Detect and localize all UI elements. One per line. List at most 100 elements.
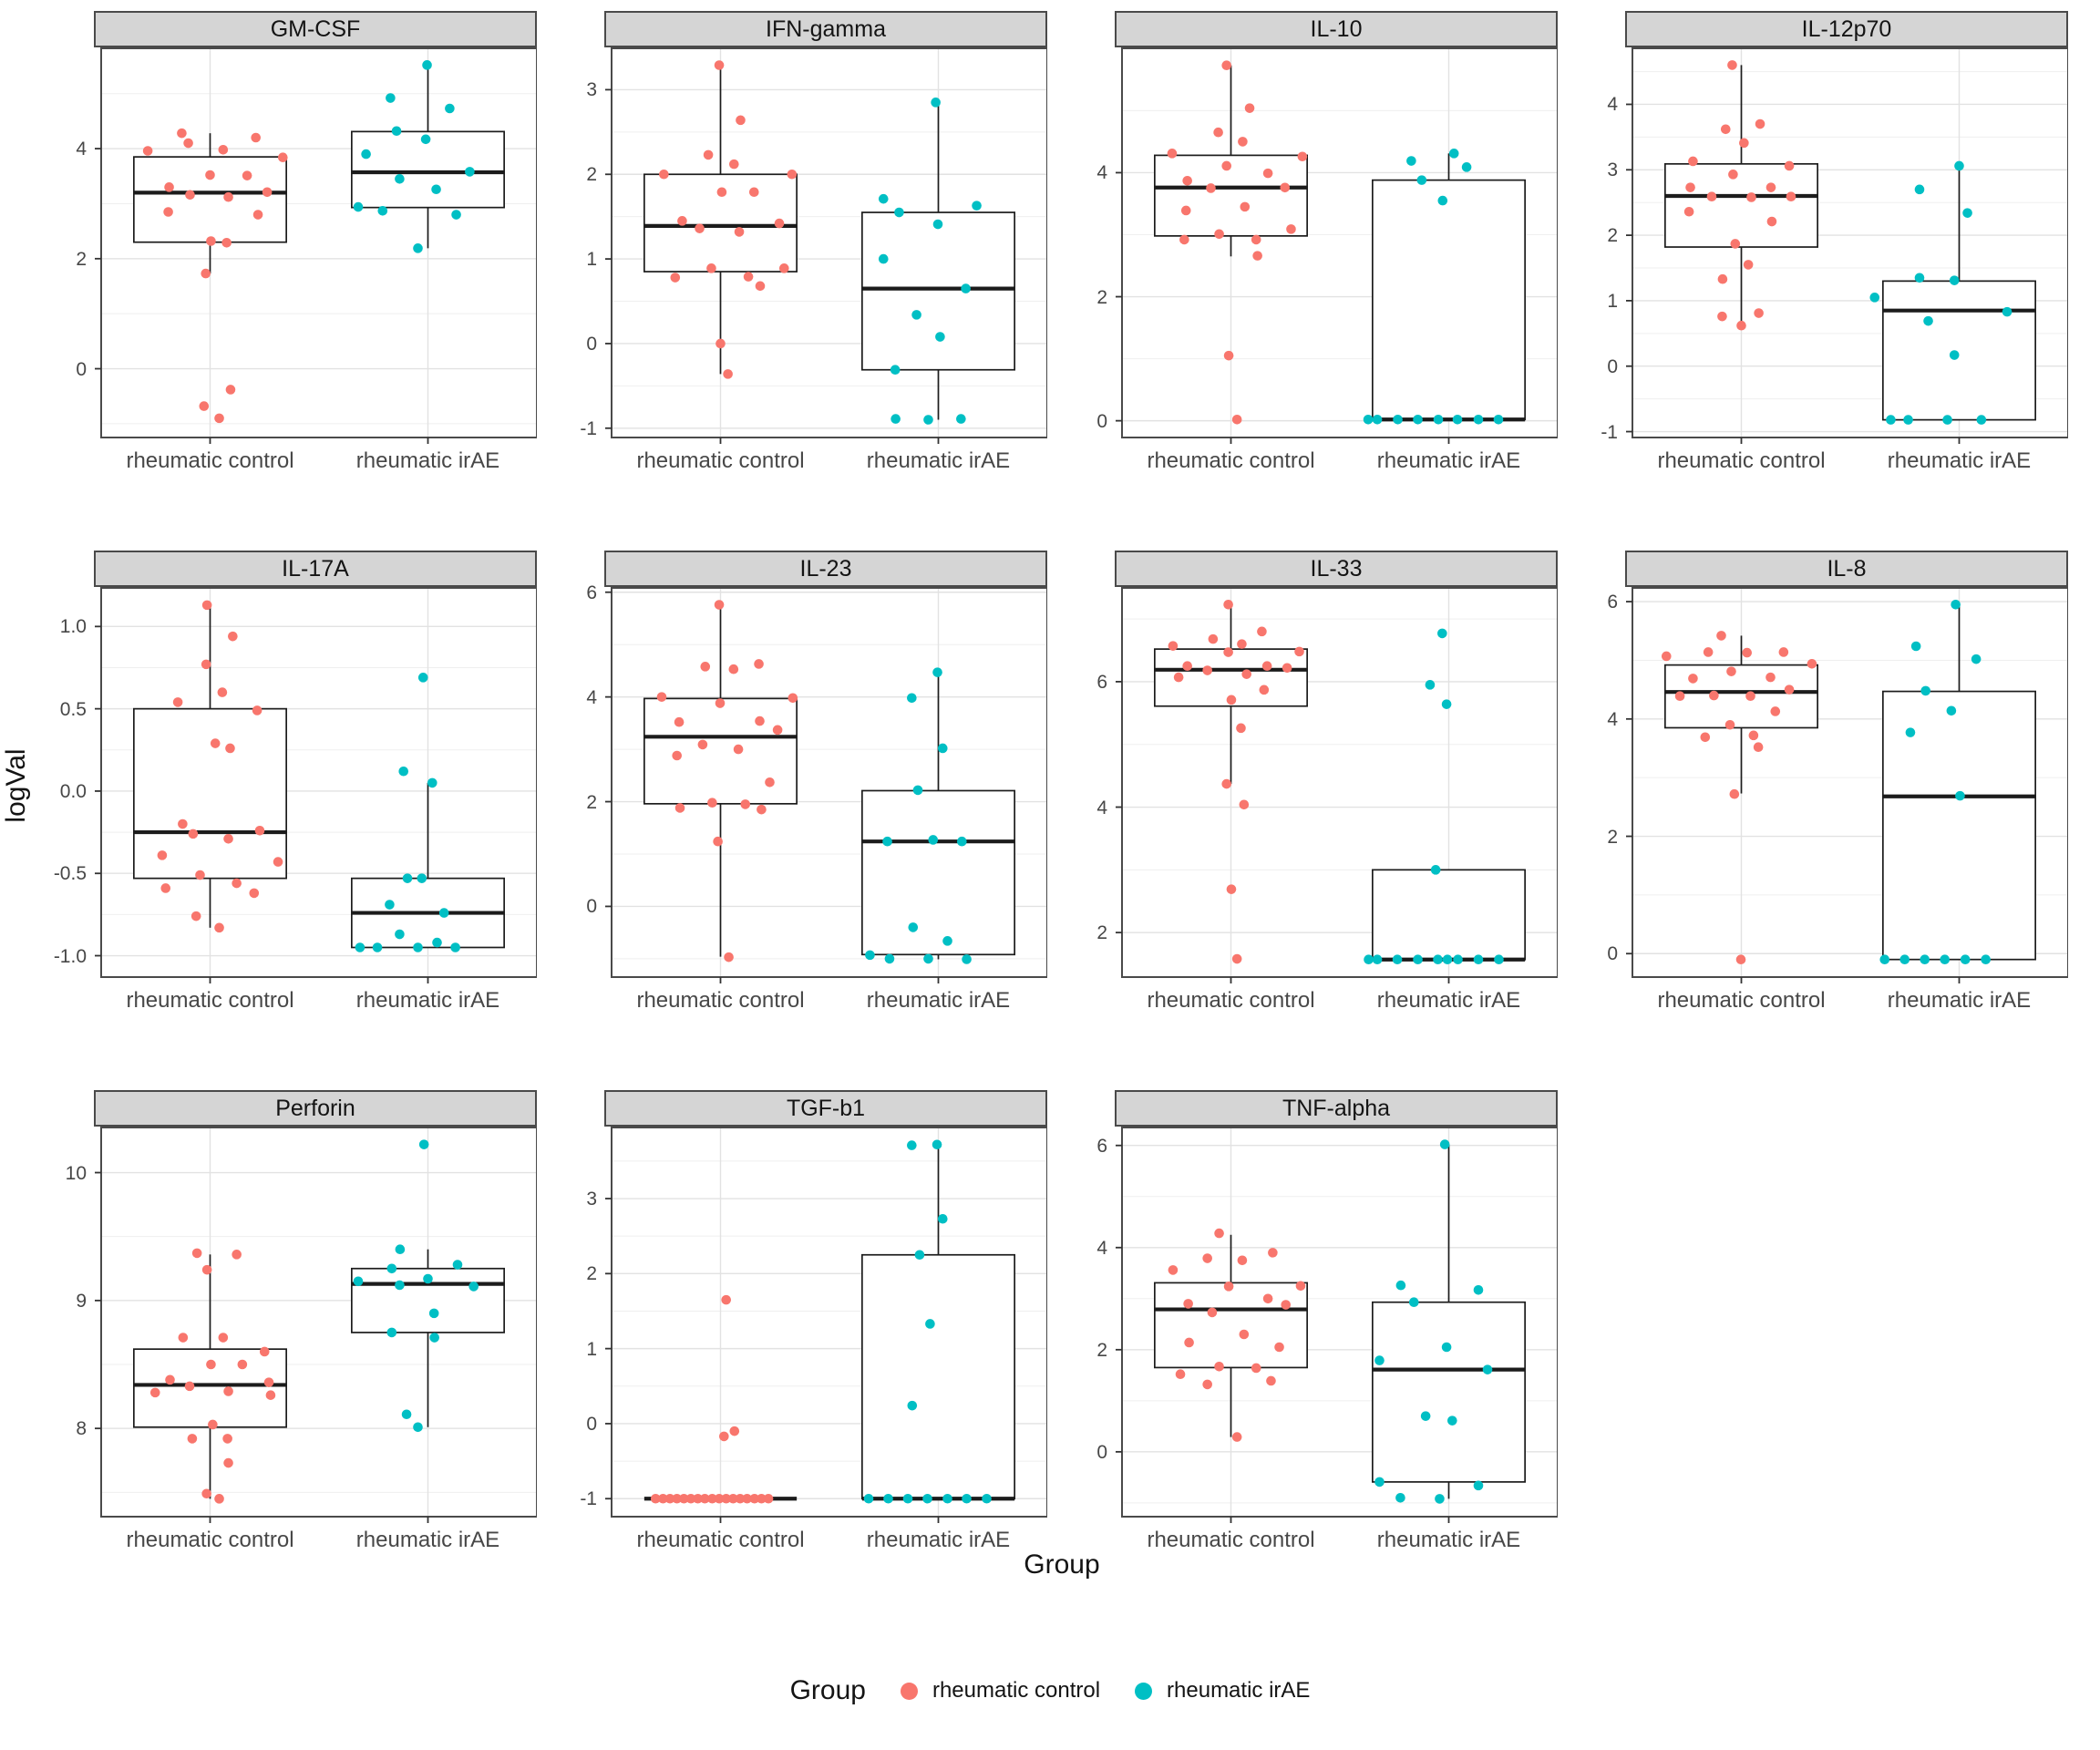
jitter-point: [1971, 654, 1982, 664]
jitter-point: [1213, 127, 1223, 138]
box: [1882, 280, 2037, 421]
jitter-point: [222, 1434, 232, 1444]
jitter-point: [1374, 1355, 1385, 1365]
jitter-point: [1207, 1307, 1218, 1318]
jitter-point: [1184, 1337, 1194, 1348]
facet-TGF-b1: TGF-b1 3 2 1 0 -1 rheumatic control rheumatic i…: [551, 1090, 1047, 1557]
facet-strip-title: IL-33: [1115, 551, 1558, 587]
jitter-point: [755, 715, 765, 726]
y-tick-label: 2: [1096, 286, 1107, 308]
jitter-point: [716, 187, 727, 198]
facet-panel: [605, 47, 1047, 444]
y-tick-label: 0: [586, 1413, 597, 1435]
jitter-point: [788, 693, 798, 704]
y-tick-label: -1: [580, 417, 597, 439]
jitter-point: [395, 1280, 405, 1291]
jitter-point: [763, 1493, 774, 1504]
jitter-point: [172, 697, 183, 707]
y-tick-label: 4: [1607, 94, 1618, 116]
jitter-point: [417, 673, 428, 683]
legend-label-control: rheumatic control: [932, 1678, 1101, 1703]
facet-panel: [1116, 1127, 1558, 1523]
y-tick-label: 6: [586, 582, 597, 603]
jitter-point: [1728, 170, 1738, 180]
y-axis-tick-labels: 3 2 1 0 -1: [551, 1127, 604, 1524]
y-tick-label: 0: [76, 358, 87, 380]
jitter-point: [1452, 414, 1463, 425]
jitter-point: [1441, 699, 1452, 709]
facet-IL-33: IL-33 6 4 2 rheumatic control rheumatic irAE: [1062, 551, 1558, 1017]
jitter-point: [185, 190, 195, 201]
jitter-point: [1237, 639, 1247, 649]
jitter-point: [713, 836, 723, 847]
jitter-point: [1753, 742, 1764, 753]
jitter-point: [659, 169, 669, 180]
jitter-point: [1730, 239, 1741, 249]
jitter-point: [1173, 672, 1184, 683]
jitter-point: [912, 785, 923, 796]
jitter-point: [385, 900, 395, 910]
jitter-point: [707, 1493, 717, 1504]
jitter-point: [1748, 730, 1759, 741]
jitter-point: [422, 60, 432, 70]
jitter-point: [742, 1493, 752, 1504]
jitter-point: [765, 777, 775, 788]
y-tick-label: -0.5: [53, 863, 87, 885]
jitter-point: [1700, 732, 1711, 743]
y-tick-label: 2: [586, 791, 597, 813]
jitter-point: [1294, 646, 1304, 657]
x-category-label: rheumatic control: [1657, 448, 1826, 473]
jitter-point: [715, 338, 726, 349]
jitter-point: [937, 1213, 948, 1224]
jitter-point: [1425, 680, 1436, 690]
facet-strip-title: IFN-gamma: [604, 11, 1047, 47]
jitter-point: [1954, 160, 1964, 171]
jitter-point: [184, 1381, 195, 1392]
y-tick-label: 6: [1096, 671, 1107, 693]
jitter-point: [372, 942, 383, 952]
jitter-point: [201, 1488, 211, 1499]
jitter-point: [787, 169, 798, 180]
jitter-point: [719, 1431, 729, 1442]
facet-IL-12p70: IL-12p70 4 3 2 1 0 -1 rheumatic control rheumati…: [1572, 11, 2068, 478]
jitter-point: [1223, 350, 1234, 361]
jitter-point: [937, 743, 948, 754]
jitter-point: [1413, 414, 1423, 425]
jitter-point: [195, 870, 205, 880]
jitter-point: [432, 937, 442, 948]
jitter-point: [1494, 954, 1504, 965]
jitter-point: [221, 238, 232, 248]
jitter-point: [772, 725, 783, 736]
jitter-point: [1395, 1280, 1406, 1291]
y-tick-label: 4: [1096, 1237, 1107, 1259]
jitter-point: [685, 1493, 696, 1504]
y-tick-label: 1: [586, 249, 597, 271]
jitter-point: [1236, 723, 1246, 734]
jitter-point: [452, 1260, 463, 1270]
jitter-point: [1720, 124, 1731, 135]
y-tick-label: 0: [1096, 410, 1107, 432]
jitter-point: [1724, 719, 1735, 730]
jitter-point: [1281, 1300, 1292, 1310]
jitter-point: [911, 310, 921, 320]
y-tick-label: 0: [1096, 1441, 1107, 1463]
jitter-point: [395, 929, 405, 940]
jitter-point: [1447, 1415, 1457, 1426]
jitter-point: [242, 170, 252, 180]
jitter-point: [1765, 672, 1776, 683]
jitter-point: [957, 836, 967, 847]
jitter-point: [232, 878, 242, 889]
jitter-point: [1688, 674, 1698, 684]
legend-entry-control: rheumatic control: [900, 1678, 1101, 1704]
x-axis-category-labels: rheumatic control rheumatic irAE: [1115, 984, 1558, 1015]
x-category-label: rheumatic control: [126, 988, 294, 1013]
jitter-point: [1223, 599, 1233, 610]
y-tick-label: 0: [586, 896, 597, 918]
x-axis-category-labels: rheumatic control rheumatic irAE: [1115, 445, 1558, 476]
facet-strip-title: GM-CSF: [94, 11, 537, 47]
x-axis-category-labels: rheumatic control rheumatic irAE: [1625, 984, 2068, 1015]
jitter-point: [1729, 788, 1740, 799]
jitter-point: [1441, 1342, 1452, 1353]
jitter-point: [223, 834, 233, 844]
